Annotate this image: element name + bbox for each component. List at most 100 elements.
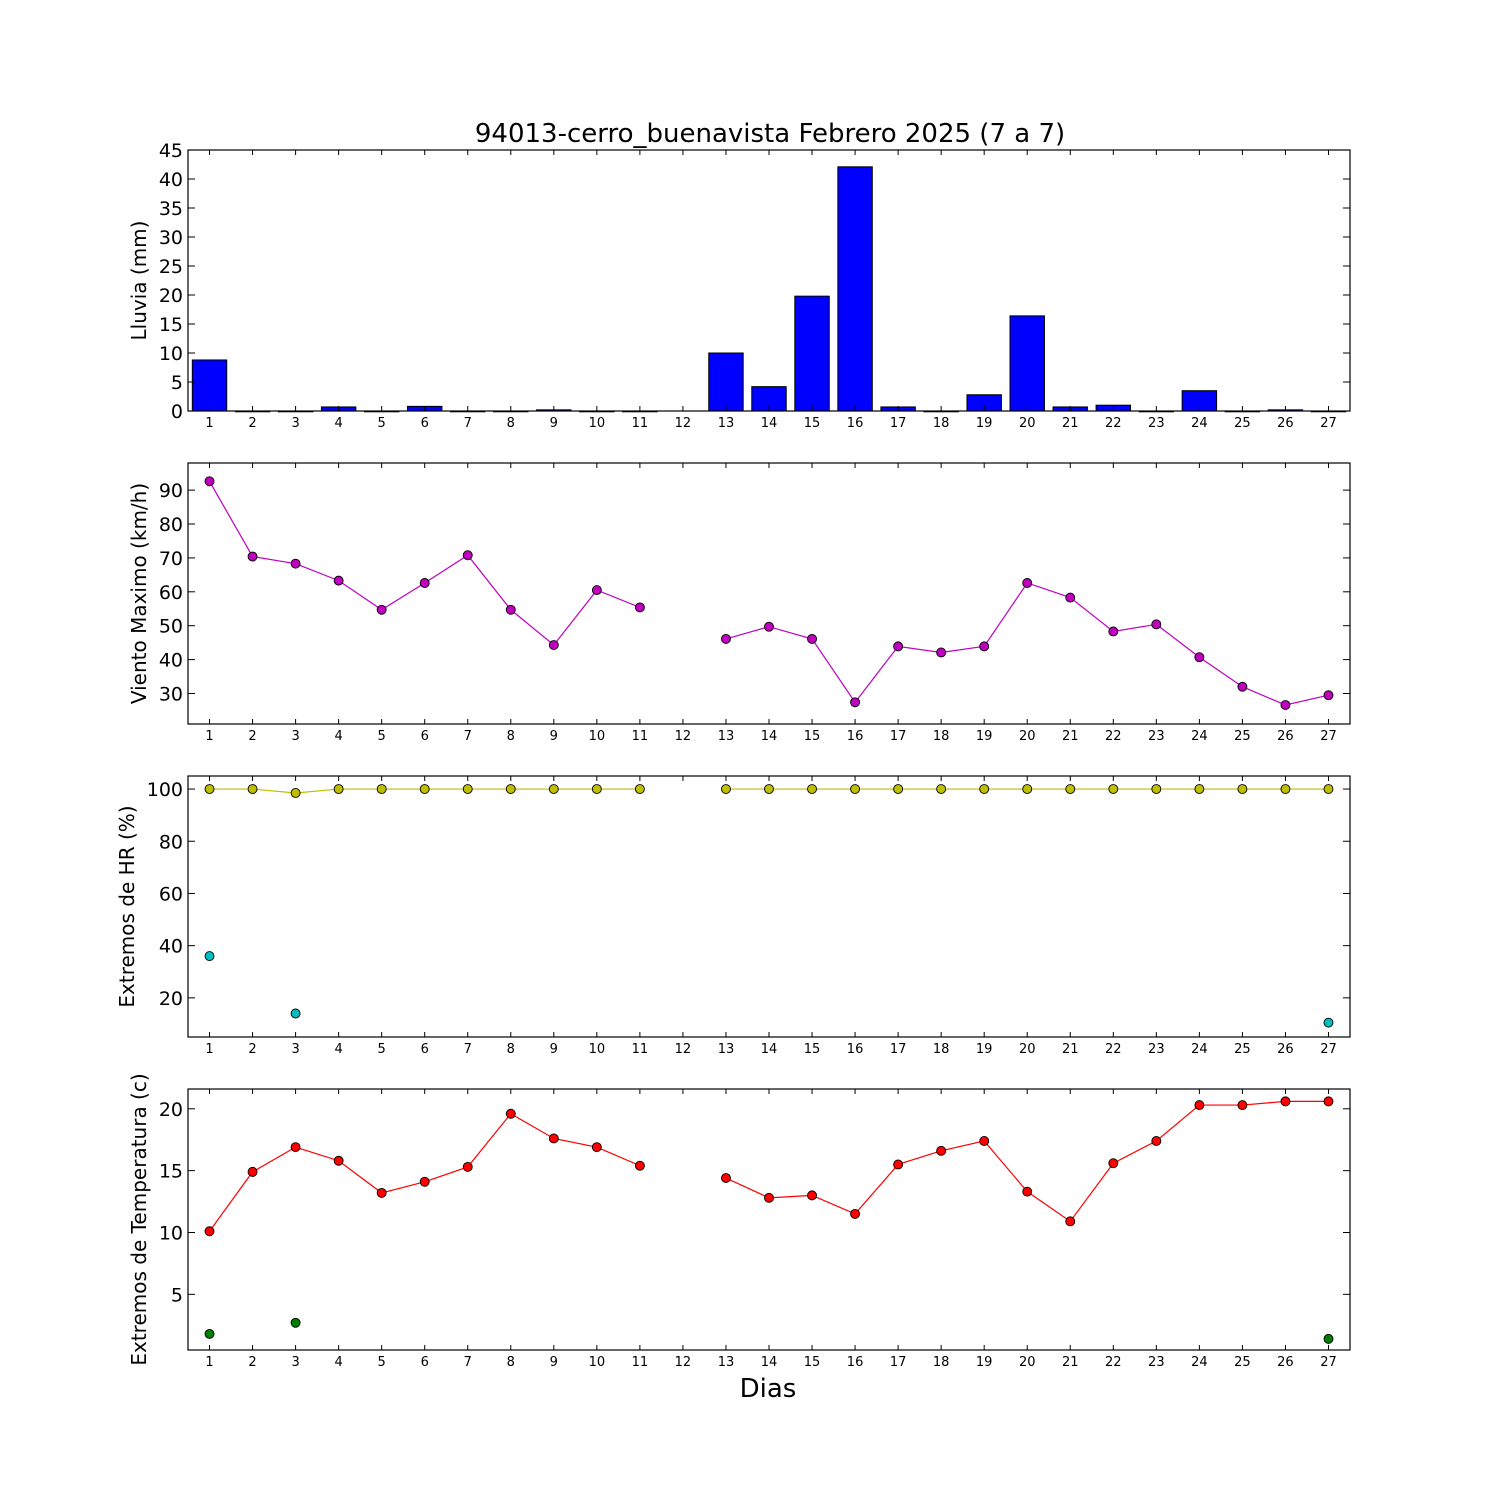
hr-point-0-day-8 — [505, 784, 516, 794]
viento-point-0-day-11 — [634, 602, 645, 613]
viento-xtick-label: 23 — [1148, 729, 1165, 744]
hr-point-0-day-10 — [591, 784, 602, 794]
hr-point-0-day-1 — [204, 784, 215, 794]
temperatura-point-0-day-23 — [1151, 1135, 1162, 1146]
hr-point-1-day-1 — [204, 951, 215, 962]
temperatura-xtick-label: 6 — [421, 1355, 429, 1370]
lluvia-xtick-label: 12 — [675, 416, 692, 431]
temperatura-xtick-label: 16 — [847, 1355, 864, 1370]
viento-point-0-day-8 — [505, 604, 516, 615]
viento-xtick-label: 14 — [761, 729, 778, 744]
lluvia-xtick-label: 11 — [632, 416, 649, 431]
lluvia-xtick-label: 24 — [1191, 416, 1208, 431]
temperatura-point-1-day-1 — [204, 1328, 215, 1339]
temperatura-xtick-label: 8 — [507, 1355, 515, 1370]
lluvia-xtick-label: 22 — [1105, 416, 1122, 431]
hr-xtick-label: 18 — [933, 1042, 950, 1057]
hr-xtick-label: 11 — [632, 1042, 649, 1057]
viento-xtick-label: 2 — [248, 729, 256, 744]
temperatura-point-0-day-3 — [290, 1142, 301, 1153]
hr-point-0-day-5 — [376, 784, 387, 794]
temperatura-xtick-label: 20 — [1019, 1355, 1036, 1370]
hr-point-0-day-11 — [634, 784, 645, 794]
hr-xtick-label: 15 — [804, 1042, 821, 1057]
temperatura-xtick-label: 26 — [1277, 1355, 1294, 1370]
temperatura-xtick-label: 27 — [1320, 1355, 1337, 1370]
temperatura-point-0-day-8 — [505, 1108, 516, 1119]
viento-xtick-label: 10 — [589, 729, 606, 744]
temperatura-ytick-label: 20 — [159, 1099, 183, 1121]
viento-xtick-label: 7 — [464, 729, 472, 744]
hr-xtick-label: 4 — [334, 1042, 342, 1057]
hr-xtick-label: 12 — [675, 1042, 692, 1057]
lluvia-xtick-label: 17 — [890, 416, 907, 431]
viento-point-0-day-2 — [247, 551, 258, 562]
temperatura-point-1-day-3 — [290, 1317, 301, 1328]
chart-title: 94013-cerro_buenavista Febrero 2025 (7 a… — [475, 119, 1065, 149]
viento-point-0-day-13 — [721, 633, 731, 644]
temperatura-series-1 — [204, 1317, 1334, 1344]
lluvia-ytick-label: 20 — [159, 285, 183, 307]
hr-xtick-label: 19 — [976, 1042, 993, 1057]
lluvia-xtick-label: 25 — [1234, 416, 1251, 431]
hr-xtick-label: 23 — [1148, 1042, 1165, 1057]
hr-point-0-day-20 — [1022, 784, 1033, 794]
temperatura-point-0-day-22 — [1108, 1158, 1119, 1169]
viento-xtick-label: 13 — [718, 729, 735, 744]
temperatura-point-0-day-1 — [204, 1226, 215, 1237]
hr-point-0-day-6 — [419, 784, 430, 794]
rain-bar-day-15 — [794, 295, 830, 412]
viento-point-0-day-10 — [591, 585, 602, 596]
viento-xtick-label: 9 — [550, 729, 558, 744]
viento-point-0-day-17 — [893, 641, 904, 652]
viento-xtick-label: 26 — [1277, 729, 1294, 744]
hr-point-0-day-26 — [1280, 784, 1291, 794]
hr-ytick-label: 60 — [159, 883, 183, 905]
temperatura-xtick-label: 4 — [334, 1355, 342, 1370]
temperatura-ylabel: Extremos de Temperatura (c) — [127, 1073, 151, 1365]
hr-point-0-day-27 — [1323, 784, 1334, 794]
viento-xtick-label: 4 — [334, 729, 342, 744]
hr-data — [204, 784, 1334, 1028]
hr-point-0-day-25 — [1237, 784, 1248, 794]
hr-point-0-day-16 — [850, 784, 861, 794]
viento-point-0-day-25 — [1237, 681, 1248, 692]
temperatura-point-0-day-16 — [850, 1208, 861, 1219]
viento-ytick-label: 50 — [159, 616, 183, 638]
hr-ytick-label: 100 — [147, 779, 183, 801]
viento-point-0-day-18 — [936, 647, 947, 658]
hr-xtick-label: 16 — [847, 1042, 864, 1057]
lluvia-xtick-label: 13 — [718, 416, 735, 431]
viento-xtick-label: 1 — [205, 729, 213, 744]
viento-point-0-day-5 — [376, 604, 387, 615]
viento-xtick-label: 22 — [1105, 729, 1122, 744]
hr-ylabel: Extremos de HR (%) — [115, 805, 139, 1007]
viento-xtick-label: 15 — [804, 729, 821, 744]
lluvia-xtick-label: 14 — [761, 416, 778, 431]
temperatura-xtick-label: 24 — [1191, 1355, 1208, 1370]
viento-ytick-label: 40 — [159, 650, 183, 672]
lluvia-ylabel: Lluvia (mm) — [127, 221, 151, 341]
hr-point-0-day-17 — [893, 784, 904, 794]
viento-xtick-label: 17 — [890, 729, 907, 744]
viento-ytick-label: 80 — [159, 514, 183, 536]
temperatura-xtick-label: 18 — [933, 1355, 950, 1370]
viento-point-0-day-16 — [850, 697, 861, 708]
lluvia-ytick-label: 40 — [159, 169, 183, 191]
viento-xtick-label: 8 — [507, 729, 515, 744]
temperatura-point-0-day-21 — [1065, 1216, 1076, 1227]
lluvia-xtick-label: 3 — [291, 416, 299, 431]
hr-point-1-day-3 — [290, 1008, 301, 1019]
temperatura-point-0-day-24 — [1194, 1100, 1205, 1111]
viento-xtick-label: 18 — [933, 729, 950, 744]
viento-xtick-label: 11 — [632, 729, 649, 744]
viento-point-0-day-3 — [290, 558, 301, 569]
lluvia-xtick-label: 1 — [205, 416, 213, 431]
temperatura-ytick-label: 15 — [159, 1161, 183, 1183]
viento-point-0-day-14 — [764, 621, 774, 632]
temperatura-point-1-day-27 — [1323, 1333, 1334, 1344]
viento-xtick-label: 12 — [675, 729, 692, 744]
temperatura-point-0-day-11 — [634, 1160, 645, 1171]
